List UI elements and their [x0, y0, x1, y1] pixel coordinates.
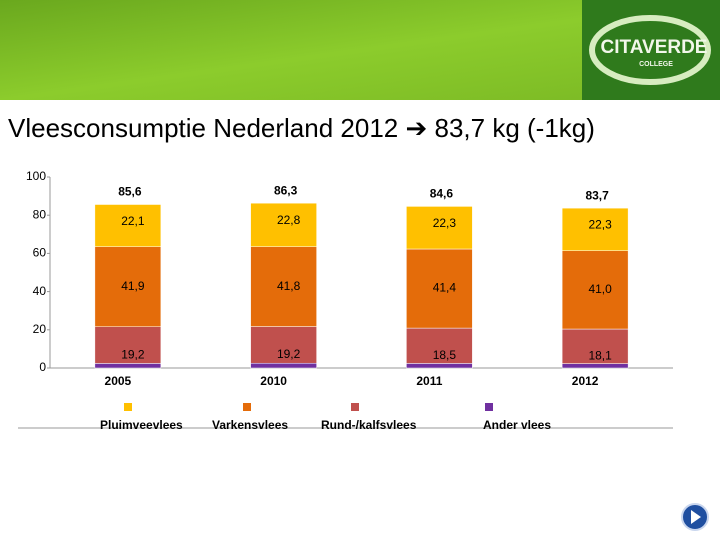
bar-segment	[250, 202, 317, 247]
y-tick-label: 80	[33, 207, 47, 221]
value-label: 18,5	[433, 348, 457, 362]
legend-swatch	[485, 403, 493, 411]
value-label: 18,1	[588, 348, 612, 362]
value-label: 41,0	[588, 282, 612, 296]
x-tick-label: 2010	[260, 374, 287, 388]
bar-segment	[250, 246, 317, 327]
x-tick-label: 2012	[572, 374, 599, 388]
y-tick-label: 20	[33, 322, 47, 336]
bar-segment	[561, 363, 629, 369]
value-label: 41,9	[121, 279, 145, 293]
bar-segment	[406, 363, 473, 369]
value-label: 41,8	[277, 279, 301, 293]
y-tick-label: 60	[33, 246, 47, 260]
next-button[interactable]	[681, 503, 709, 531]
bar-segment	[250, 326, 317, 364]
value-label: 22,3	[588, 218, 612, 232]
legend-label: Ander vlees	[483, 418, 551, 432]
value-label: 19,2	[121, 347, 145, 361]
total-label: 84,6	[430, 187, 454, 201]
value-label: 41,4	[433, 281, 457, 295]
legend-swatch	[351, 403, 359, 411]
legend-swatch	[124, 403, 132, 411]
logo-text: CITAVERDE	[601, 37, 708, 58]
chart-title: Vleesconsumptie Nederland 2012 ➔ 83,7 kg…	[8, 113, 595, 143]
bar-segment	[94, 246, 162, 327]
bar-segment	[561, 207, 629, 251]
total-label: 83,7	[585, 188, 609, 202]
total-label: 85,6	[118, 185, 142, 199]
value-label: 22,3	[433, 216, 457, 230]
y-tick-label: 40	[33, 284, 47, 298]
value-label: 22,1	[121, 214, 145, 228]
logo-sub: COLLEGE	[639, 61, 673, 68]
x-tick-label: 2005	[105, 374, 132, 388]
logo-ring	[589, 15, 711, 85]
bar-segment	[406, 327, 473, 364]
bar-segment	[94, 204, 162, 247]
bar-segment	[94, 326, 162, 364]
y-tick-label: 0	[39, 360, 46, 374]
bar-segment	[406, 248, 473, 329]
bar-segment	[94, 363, 162, 369]
bar-segment	[561, 328, 629, 364]
bar-segment	[561, 250, 629, 330]
legend-label: Varkensvlees	[212, 418, 288, 432]
y-tick-label: 100	[26, 169, 46, 183]
bar-segment	[406, 206, 473, 250]
bar-segment	[250, 362, 317, 369]
value-label: 19,2	[277, 347, 301, 361]
legend-label: Rund-/kalfsvlees	[321, 418, 417, 432]
x-tick-label: 2011	[416, 374, 442, 388]
next-arrow[interactable]	[691, 510, 701, 524]
legend-swatch	[243, 403, 251, 411]
total-label: 86,3	[274, 183, 298, 197]
legend-label: Pluimveevlees	[100, 418, 183, 432]
value-label: 22,8	[277, 213, 301, 227]
